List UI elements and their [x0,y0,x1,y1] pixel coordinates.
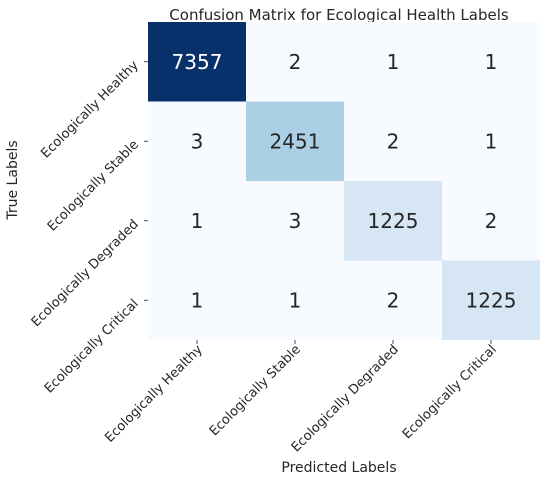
cell-value-label: 3 [191,129,204,153]
cell-value-label: 7357 [172,50,223,74]
cell-value-label: 2 [289,50,302,74]
heatmap-cell [148,22,246,102]
cell-value-label: 2 [485,209,498,233]
heatmap-cell [246,101,344,181]
cell-value-label: 1225 [368,209,419,233]
cell-value-label: 1 [191,288,204,312]
heatmap-cell [344,181,442,261]
heatmap-cell [246,181,344,261]
heatmap-cell [344,101,442,181]
cell-value-label: 1 [387,50,400,74]
chart-title: Confusion Matrix for Ecological Health L… [169,6,509,24]
x-tick-label: Ecologically Healthy [102,342,206,446]
heatmap-cell [148,181,246,261]
cell-value-label: 1 [289,288,302,312]
heatmap-cell [344,22,442,102]
cell-value-label: 1 [485,129,498,153]
x-tick-label: Ecologically Critical [400,342,500,442]
cell-value-label: 2451 [270,129,321,153]
heatmap-cell [344,260,442,340]
cell-value-label: 1 [191,209,204,233]
heatmap-cell [442,101,540,181]
x-tick-label: Ecologically Stable [207,342,304,439]
cell-value-label: 1 [485,50,498,74]
heatmap-cell [442,22,540,102]
heatmap-cells: 7357 2 1 1 3 2451 2 1 1 3 1225 2 1 1 2 1225 [148,22,540,340]
heatmap-cell [442,260,540,340]
cell-value-label: 3 [289,209,302,233]
heatmap-cell [148,260,246,340]
heatmap-cell [246,22,344,102]
y-axis-label: True Labels [5,140,21,220]
heatmap-cell [246,260,344,340]
x-tick-label: Ecologically Degraded [289,342,402,455]
cell-value-label: 1225 [466,288,517,312]
x-tick-labels: Ecologically Healthy Ecologically StableE… [102,340,500,455]
cell-value-label: 2 [387,129,400,153]
heatmap-cell [442,181,540,261]
x-axis-label: Predicted Labels [281,460,396,476]
cell-value-label: 2 [387,288,400,312]
heatmap-cell [148,101,246,181]
